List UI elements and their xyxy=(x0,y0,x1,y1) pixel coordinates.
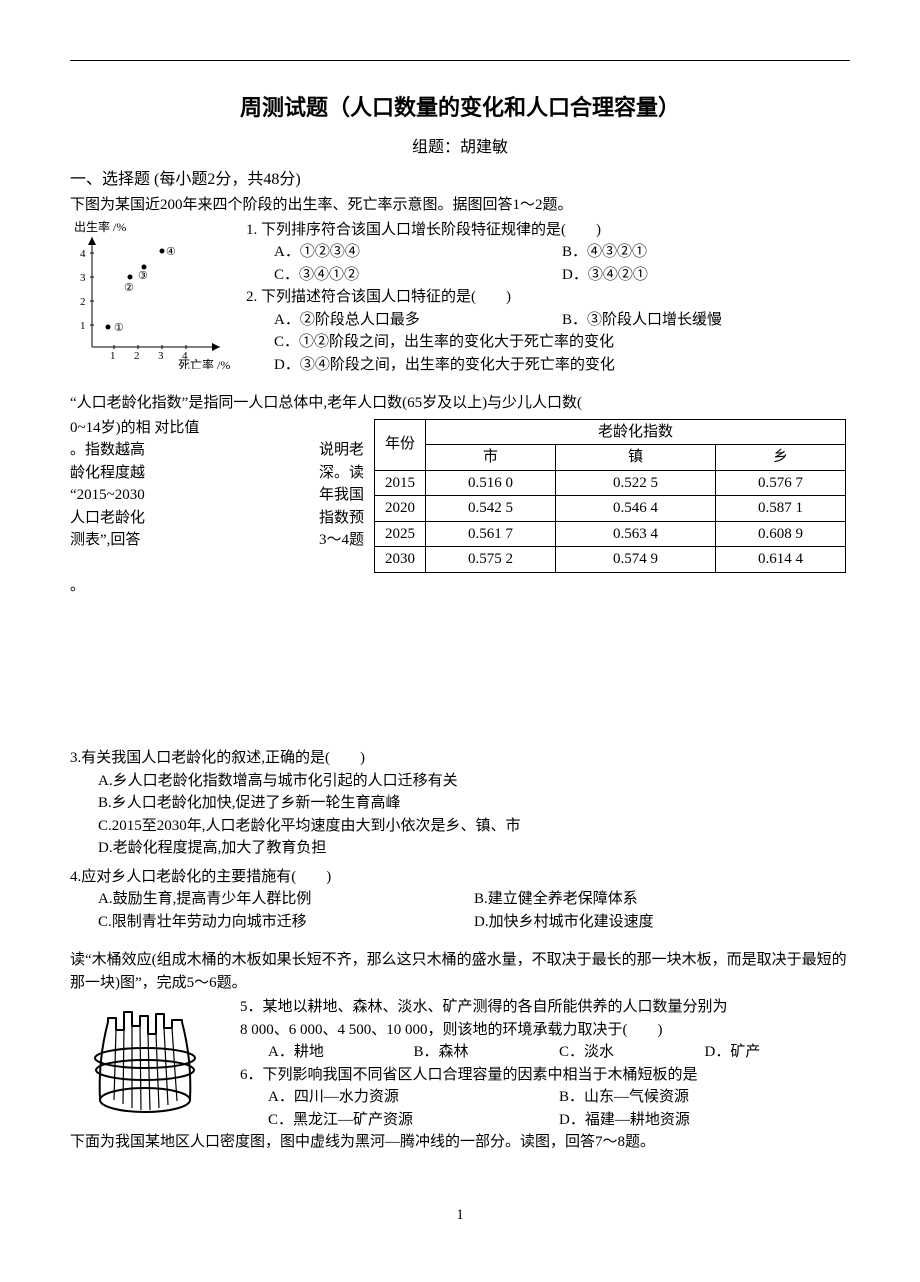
intro-2b-8: 人口老龄化 xyxy=(70,510,145,526)
q2-opt-a: A．②阶段总人口最多 xyxy=(274,309,562,332)
q5-stem-1: 5．某地以耕地、森林、淡水、矿产测得的各自所能供养的人口数量分别为 xyxy=(240,996,850,1019)
page-title: 周测试题（人口数量的变化和人口合理容量） xyxy=(70,91,850,124)
q2-opt-c: C．①②阶段之间，出生率的变化大于死亡率的变化 xyxy=(246,331,850,354)
q5-opt-b: B．森林 xyxy=(414,1041,560,1064)
q5-q6-block: 5．某地以耕地、森林、淡水、矿产测得的各自所能供养的人口数量分别为 8 000、… xyxy=(70,996,850,1131)
intro-2b-5: 深。读 xyxy=(319,462,364,485)
q2-opt-d: D．③④阶段之间，出生率的变化大于死亡率的变化 xyxy=(246,354,850,377)
q5-stem-2: 8 000、6 000、4 500、10 000，则该地的环境承载力取决于( ) xyxy=(240,1019,850,1042)
intro-2b-1: 对比值 xyxy=(154,420,199,436)
intro-2b-10: 测表”,回答 xyxy=(70,532,140,548)
q1-opt-c: C．③④①② xyxy=(274,264,562,287)
intro-2b-0: 0~14岁)的相 xyxy=(70,420,151,436)
q3-opt-c: C.2015至2030年,人口老龄化平均速度由大到小依次是乡、镇、市 xyxy=(70,815,850,838)
th-city: 市 xyxy=(426,445,556,471)
svg-text:出生率 /%: 出生率 /% xyxy=(74,219,126,234)
svg-text:①: ① xyxy=(114,322,124,334)
q3-opt-d: D.老龄化程度提高,加大了教育负担 xyxy=(70,837,850,860)
q1-stem: 1. 下列排序符合该国人口增长阶段特征规律的是( ) xyxy=(246,219,850,242)
aging-table: 年份 老龄化指数 市 镇 乡 2015 0.516 0 0.522 5 0.57… xyxy=(374,419,846,573)
svg-text:死亡率 /%: 死亡率 /% xyxy=(178,357,230,369)
intro-2a: “人口老龄化指数”是指同一人口总体中,老年人口数(65岁及以上)与少儿人口数( xyxy=(70,392,850,415)
intro-2b-3: 说明老 xyxy=(319,439,364,462)
q2-opt-b: B．③阶段人口增长缓慢 xyxy=(562,309,850,332)
scatter-chart: 出生率 /% 4 3 2 1 1 2 3 4 死亡率 /% ① ② ③ ④ xyxy=(70,219,240,377)
q6-opt-b: B．山东—气候资源 xyxy=(559,1086,850,1109)
intro-2b-11: 3～4题 xyxy=(319,529,364,552)
svg-text:1: 1 xyxy=(110,350,116,362)
section-1-header: 一、选择题 (每小题2分，共48分) xyxy=(70,168,850,192)
q6-opt-a: A．四川—水力资源 xyxy=(268,1086,559,1109)
table-row: 2020 0.542 5 0.546 4 0.587 1 xyxy=(374,496,845,522)
th-index: 老龄化指数 xyxy=(426,419,846,445)
bucket-icon xyxy=(70,996,240,1128)
svg-text:3: 3 xyxy=(80,272,86,284)
table-row: 2025 0.561 7 0.563 4 0.608 9 xyxy=(374,521,845,547)
q5-opt-c: C．淡水 xyxy=(559,1041,705,1064)
q4-opt-d: D.加快乡村城市化建设速度 xyxy=(474,911,850,934)
svg-text:3: 3 xyxy=(158,350,164,362)
svg-text:2: 2 xyxy=(134,350,140,362)
svg-text:4: 4 xyxy=(80,248,86,260)
intro-2b-6: “2015~2030 xyxy=(70,487,145,503)
intro-2b-9: 指数预 xyxy=(319,507,364,530)
th-village: 乡 xyxy=(716,445,846,471)
svg-text:③: ③ xyxy=(138,270,148,282)
q3-opt-b: B.乡人口老龄化加快,促进了乡新一轮生育高峰 xyxy=(70,792,850,815)
q6-opt-c: C．黑龙江—矿产资源 xyxy=(268,1109,559,1132)
q1-opt-a: A．①②③④ xyxy=(274,241,562,264)
author-line: 组题：胡建敏 xyxy=(70,136,850,160)
q1-opt-b: B．④③②① xyxy=(562,241,850,264)
top-rule xyxy=(70,60,850,61)
q2-stem: 2. 下列描述符合该国人口特征的是( ) xyxy=(246,286,850,309)
page-number: 1 xyxy=(70,1204,850,1227)
intro-4: 下面为我国某地区人口密度图，图中虚线为黑河—腾冲线的一部分。读图，回答7～8题。 xyxy=(70,1131,850,1154)
q4-opt-b: B.建立健全养老保障体系 xyxy=(474,888,850,911)
q4-opt-c: C.限制青壮年劳动力向城市迁移 xyxy=(98,911,474,934)
q5-opt-d: D．矿产 xyxy=(705,1041,851,1064)
intro-2-tail: 。 xyxy=(70,575,850,598)
q1-opt-d: D．③④②① xyxy=(562,264,850,287)
intro-3: 读“木桶效应(组成木桶的木板如果长短不齐，那么这只木桶的盛水量，不取决于最长的那… xyxy=(70,949,850,994)
aging-table-block: 年份 老龄化指数 市 镇 乡 2015 0.516 0 0.522 5 0.57… xyxy=(70,417,850,575)
q1-q2-block: 出生率 /% 4 3 2 1 1 2 3 4 死亡率 /% ① ② ③ ④ 1.… xyxy=(70,219,850,377)
q6-stem: 6．下列影响我国不同省区人口合理容量的因素中相当于木桶短板的是 xyxy=(240,1064,850,1087)
q5-opt-a: A．耕地 xyxy=(268,1041,414,1064)
intro-2b-7: 年我国 xyxy=(319,484,364,507)
q4-opt-a: A.鼓励生育,提高青少年人群比例 xyxy=(98,888,474,911)
svg-text:2: 2 xyxy=(80,296,86,308)
table-row: 2015 0.516 0 0.522 5 0.576 7 xyxy=(374,470,845,496)
svg-text:②: ② xyxy=(124,282,134,294)
th-town: 镇 xyxy=(556,445,716,471)
intro-2b-2: 。指数越高 xyxy=(70,442,145,458)
table-row: 2030 0.575 2 0.574 9 0.614 4 xyxy=(374,547,845,573)
svg-text:④: ④ xyxy=(166,246,176,258)
q4-stem: 4.应对乡人口老龄化的主要措施有( ) xyxy=(70,866,850,889)
th-year: 年份 xyxy=(374,419,425,470)
intro-2b-4: 龄化程度越 xyxy=(70,465,145,481)
q3-opt-a: A.乡人口老龄化指数增高与城市化引起的人口迁移有关 xyxy=(70,770,850,793)
intro-1: 下图为某国近200年来四个阶段的出生率、死亡率示意图。据图回答1～2题。 xyxy=(70,194,850,217)
q6-opt-d: D．福建—耕地资源 xyxy=(559,1109,850,1132)
q3-stem: 3.有关我国人口老龄化的叙述,正确的是( ) xyxy=(70,747,850,770)
svg-text:1: 1 xyxy=(80,320,86,332)
